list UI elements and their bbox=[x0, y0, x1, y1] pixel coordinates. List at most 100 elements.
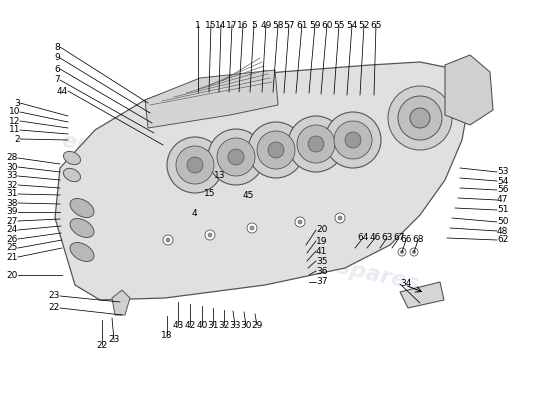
Ellipse shape bbox=[70, 218, 94, 238]
Text: 17: 17 bbox=[226, 20, 238, 30]
Ellipse shape bbox=[70, 242, 94, 262]
Text: 31: 31 bbox=[207, 320, 219, 330]
Text: 1: 1 bbox=[195, 20, 201, 30]
Text: 5: 5 bbox=[251, 20, 257, 30]
Polygon shape bbox=[445, 55, 493, 125]
Text: 32: 32 bbox=[218, 320, 230, 330]
Circle shape bbox=[325, 112, 381, 168]
Circle shape bbox=[297, 125, 335, 163]
Text: 64: 64 bbox=[358, 234, 368, 242]
Ellipse shape bbox=[63, 151, 80, 165]
Text: 59: 59 bbox=[309, 20, 321, 30]
Circle shape bbox=[205, 230, 215, 240]
Circle shape bbox=[217, 138, 255, 176]
Text: 29: 29 bbox=[251, 320, 263, 330]
Polygon shape bbox=[112, 290, 130, 315]
Circle shape bbox=[248, 122, 304, 178]
Circle shape bbox=[288, 116, 344, 172]
Text: 9: 9 bbox=[54, 54, 60, 62]
Text: 2: 2 bbox=[14, 134, 20, 144]
Text: 45: 45 bbox=[243, 190, 254, 200]
Text: 35: 35 bbox=[316, 256, 327, 266]
Text: 14: 14 bbox=[215, 20, 227, 30]
Circle shape bbox=[298, 220, 302, 224]
Circle shape bbox=[410, 108, 430, 128]
Circle shape bbox=[268, 142, 284, 158]
Text: 61: 61 bbox=[296, 20, 308, 30]
Text: 30: 30 bbox=[240, 320, 252, 330]
Text: 3: 3 bbox=[14, 98, 20, 108]
Text: 53: 53 bbox=[497, 168, 509, 176]
Text: 38: 38 bbox=[7, 198, 18, 208]
Circle shape bbox=[295, 217, 305, 227]
Text: 46: 46 bbox=[369, 234, 381, 242]
Circle shape bbox=[388, 86, 452, 150]
Text: 44: 44 bbox=[57, 86, 68, 96]
Circle shape bbox=[163, 235, 173, 245]
Text: 20: 20 bbox=[7, 270, 18, 280]
Circle shape bbox=[228, 149, 244, 165]
Text: eurospares: eurospares bbox=[59, 130, 201, 180]
Text: 23: 23 bbox=[48, 292, 60, 300]
Circle shape bbox=[166, 238, 170, 242]
Text: 28: 28 bbox=[7, 154, 18, 162]
Text: 25: 25 bbox=[7, 244, 18, 252]
Text: 43: 43 bbox=[172, 320, 184, 330]
Text: 51: 51 bbox=[497, 206, 509, 214]
Text: 10: 10 bbox=[8, 108, 20, 116]
Text: 23: 23 bbox=[108, 336, 120, 344]
Text: 16: 16 bbox=[237, 20, 249, 30]
Text: 58: 58 bbox=[272, 20, 284, 30]
Text: 19: 19 bbox=[316, 236, 327, 246]
Text: 31: 31 bbox=[7, 190, 18, 198]
Text: 56: 56 bbox=[497, 186, 509, 194]
Text: 8: 8 bbox=[54, 42, 60, 52]
Text: 7: 7 bbox=[54, 76, 60, 84]
Text: 47: 47 bbox=[497, 196, 508, 204]
Circle shape bbox=[257, 131, 295, 169]
Text: 63: 63 bbox=[381, 234, 393, 242]
Circle shape bbox=[247, 223, 257, 233]
Text: eurospares: eurospares bbox=[279, 246, 421, 294]
Text: 54: 54 bbox=[346, 20, 358, 30]
Text: 66: 66 bbox=[400, 236, 412, 244]
Text: 42: 42 bbox=[184, 320, 196, 330]
Circle shape bbox=[400, 250, 404, 254]
Text: 48: 48 bbox=[497, 226, 508, 236]
Text: 55: 55 bbox=[333, 20, 345, 30]
Ellipse shape bbox=[63, 168, 80, 182]
Text: 32: 32 bbox=[7, 180, 18, 190]
Polygon shape bbox=[145, 70, 278, 128]
Circle shape bbox=[208, 129, 264, 185]
Text: 18: 18 bbox=[161, 330, 173, 340]
Circle shape bbox=[412, 250, 415, 254]
Text: 6: 6 bbox=[54, 64, 60, 74]
Text: 13: 13 bbox=[214, 170, 225, 180]
Text: 4: 4 bbox=[191, 208, 197, 218]
Text: 57: 57 bbox=[283, 20, 295, 30]
Circle shape bbox=[167, 137, 223, 193]
Ellipse shape bbox=[70, 198, 94, 218]
Text: 39: 39 bbox=[7, 208, 18, 216]
Text: 67: 67 bbox=[393, 234, 405, 242]
Text: 62: 62 bbox=[497, 236, 508, 244]
Text: 36: 36 bbox=[316, 266, 327, 276]
Text: 27: 27 bbox=[7, 216, 18, 226]
Text: 20: 20 bbox=[316, 226, 327, 234]
Circle shape bbox=[176, 146, 214, 184]
Text: 33: 33 bbox=[7, 172, 18, 180]
Circle shape bbox=[345, 132, 361, 148]
Circle shape bbox=[398, 248, 406, 256]
Text: 15: 15 bbox=[204, 188, 216, 198]
Circle shape bbox=[334, 121, 372, 159]
Text: 21: 21 bbox=[7, 252, 18, 262]
Text: 22: 22 bbox=[96, 340, 108, 350]
Text: 65: 65 bbox=[370, 20, 382, 30]
Text: 24: 24 bbox=[7, 226, 18, 234]
Text: 41: 41 bbox=[316, 246, 327, 256]
Text: 15: 15 bbox=[205, 20, 217, 30]
Text: 60: 60 bbox=[321, 20, 333, 30]
Text: 40: 40 bbox=[196, 320, 208, 330]
Text: 50: 50 bbox=[497, 218, 509, 226]
Circle shape bbox=[338, 216, 342, 220]
